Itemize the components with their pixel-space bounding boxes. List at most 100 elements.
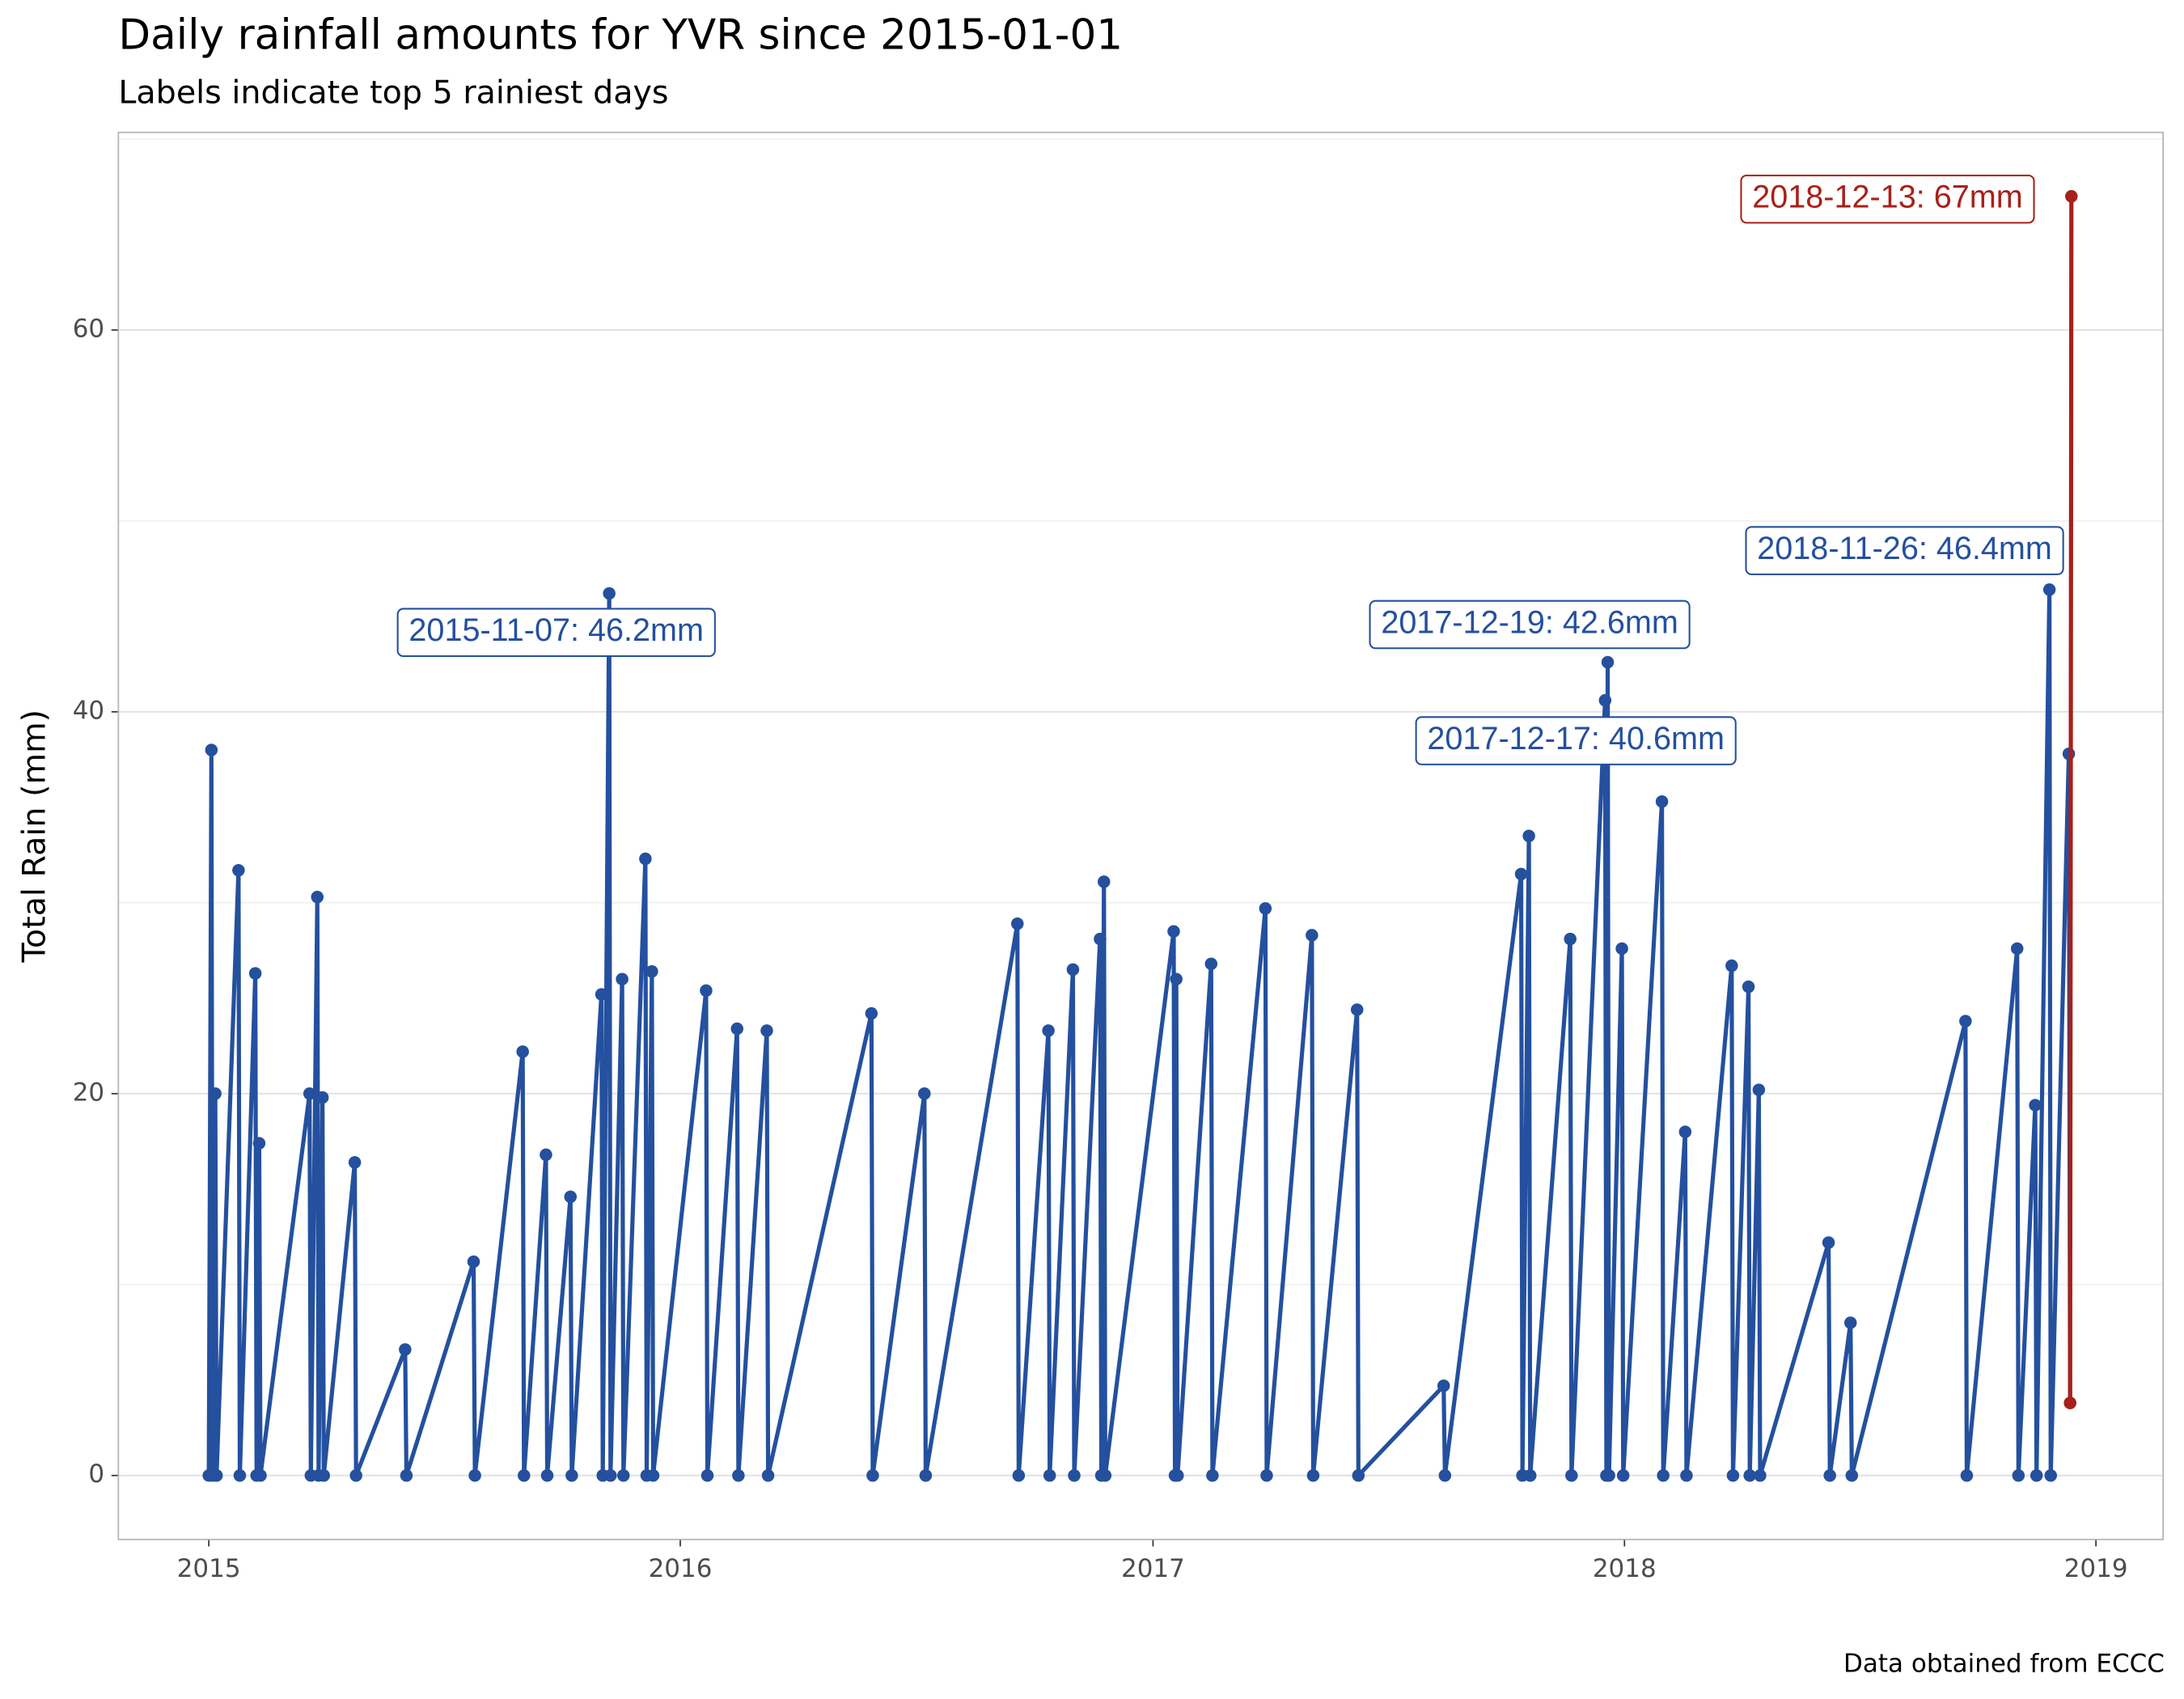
x-tick-label: 2019: [2064, 1554, 2128, 1583]
data-point: [2065, 189, 2078, 203]
data-point: [467, 1255, 480, 1269]
data-point: [2063, 1396, 2076, 1409]
data-point: [540, 1468, 554, 1482]
plot-background: [118, 132, 2164, 1540]
data-point: [1752, 1083, 1766, 1096]
data-point: [1260, 1468, 1273, 1482]
data-point: [1350, 1003, 1364, 1016]
annotation-label: 2018-12-13: 67mm: [1752, 180, 2023, 215]
data-point: [1843, 1316, 1857, 1329]
data-point: [2044, 1468, 2057, 1482]
data-point: [565, 1468, 578, 1482]
annotation-label: 2017-12-19: 42.6mm: [1381, 604, 1678, 640]
data-point: [1822, 1236, 1835, 1249]
y-tick-label: 0: [88, 1460, 104, 1489]
data-point: [919, 1468, 933, 1482]
data-point: [1098, 1468, 1112, 1482]
data-point: [1306, 929, 1318, 942]
data-point: [1601, 655, 1615, 669]
annotation-box: [1369, 600, 1691, 650]
data-point: [1742, 980, 1755, 994]
data-point: [1678, 1125, 1692, 1138]
data-point: [1042, 1024, 1055, 1037]
annotation-box: [396, 608, 716, 658]
annotation: 2017-12-19: 42.6mm: [1369, 600, 1691, 650]
data-point: [1438, 1468, 1452, 1482]
data-point: [1167, 925, 1180, 938]
data-point: [1206, 1468, 1219, 1482]
data-point: [1204, 957, 1218, 971]
data-point: [1066, 963, 1080, 977]
data-point: [1523, 1468, 1537, 1482]
data-point: [2030, 1468, 2043, 1482]
data-point: [732, 1468, 745, 1482]
plot-border: [117, 131, 2165, 1540]
data-point: [399, 1343, 412, 1356]
data-point: [1726, 1468, 1740, 1482]
chart-title: Daily rainfall amounts for YVR since 201…: [118, 11, 1123, 60]
data-point: [540, 1148, 552, 1162]
data-point: [1514, 867, 1528, 881]
data-point: [1743, 1468, 1756, 1482]
x-tick-label: 2015: [177, 1554, 241, 1583]
data-point: [400, 1468, 413, 1482]
data-point: [1522, 829, 1535, 842]
data-point: [1043, 1468, 1056, 1482]
data-point: [1306, 1468, 1320, 1482]
data-point: [616, 972, 629, 985]
y-tick-label: 60: [73, 314, 104, 343]
data-point: [209, 1087, 222, 1100]
data-point: [1960, 1468, 1974, 1482]
data-point: [1823, 1468, 1836, 1482]
data-point: [616, 1468, 630, 1482]
data-point: [317, 1468, 331, 1482]
data-point: [516, 1045, 529, 1058]
data-point: [1725, 959, 1738, 972]
data-point: [564, 1190, 578, 1203]
x-tick-label: 2018: [1593, 1554, 1657, 1583]
data-point: [2012, 1468, 2025, 1482]
data-point: [254, 1468, 267, 1482]
data-point: [1171, 1468, 1184, 1482]
y-tick-label: 20: [73, 1078, 104, 1107]
annotation-box: [1740, 174, 2035, 224]
data-point: [2010, 942, 2024, 955]
data-point: [761, 1468, 775, 1482]
data-point: [1657, 1468, 1670, 1482]
data-point: [1602, 1468, 1615, 1482]
data-point: [645, 965, 658, 978]
data-point: [1011, 917, 1024, 930]
data-point: [349, 1468, 362, 1482]
data-point: [1437, 1379, 1450, 1392]
data-point: [233, 1468, 247, 1482]
data-point: [205, 744, 218, 756]
data-point: [232, 863, 245, 877]
data-point: [1565, 1468, 1578, 1482]
data-point: [348, 1155, 362, 1169]
data-point: [315, 1091, 329, 1104]
annotation-label: 2015-11-07: 46.2mm: [408, 612, 704, 648]
annotation-box: [1745, 526, 2064, 575]
data-point: [1845, 1468, 1859, 1482]
data-point: [700, 984, 713, 998]
caption: Data obtained from ECCC: [1843, 1649, 2165, 1678]
annotation: 2015-11-07: 46.2mm: [396, 608, 716, 658]
data-point: [1098, 875, 1111, 888]
data-point: [1754, 1468, 1767, 1482]
data-point: [639, 852, 652, 866]
data-point: [918, 1087, 931, 1100]
annotation-box: [1415, 716, 1737, 765]
data-point: [700, 1468, 714, 1482]
chart-subtitle: Labels indicate top 5 rainiest days: [118, 74, 668, 112]
data-point: [468, 1468, 481, 1482]
data-point: [1680, 1468, 1693, 1482]
x-tick-label: 2016: [649, 1554, 713, 1583]
data-point: [1959, 1015, 1972, 1027]
annotation: 2018-11-26: 46.4mm: [1745, 526, 2064, 575]
data-point: [1616, 1468, 1630, 1482]
annotation-label: 2017-12-17: 40.6mm: [1427, 721, 1725, 756]
data-point: [1598, 693, 1612, 707]
data-point: [1068, 1468, 1081, 1482]
data-point: [1655, 794, 1669, 808]
